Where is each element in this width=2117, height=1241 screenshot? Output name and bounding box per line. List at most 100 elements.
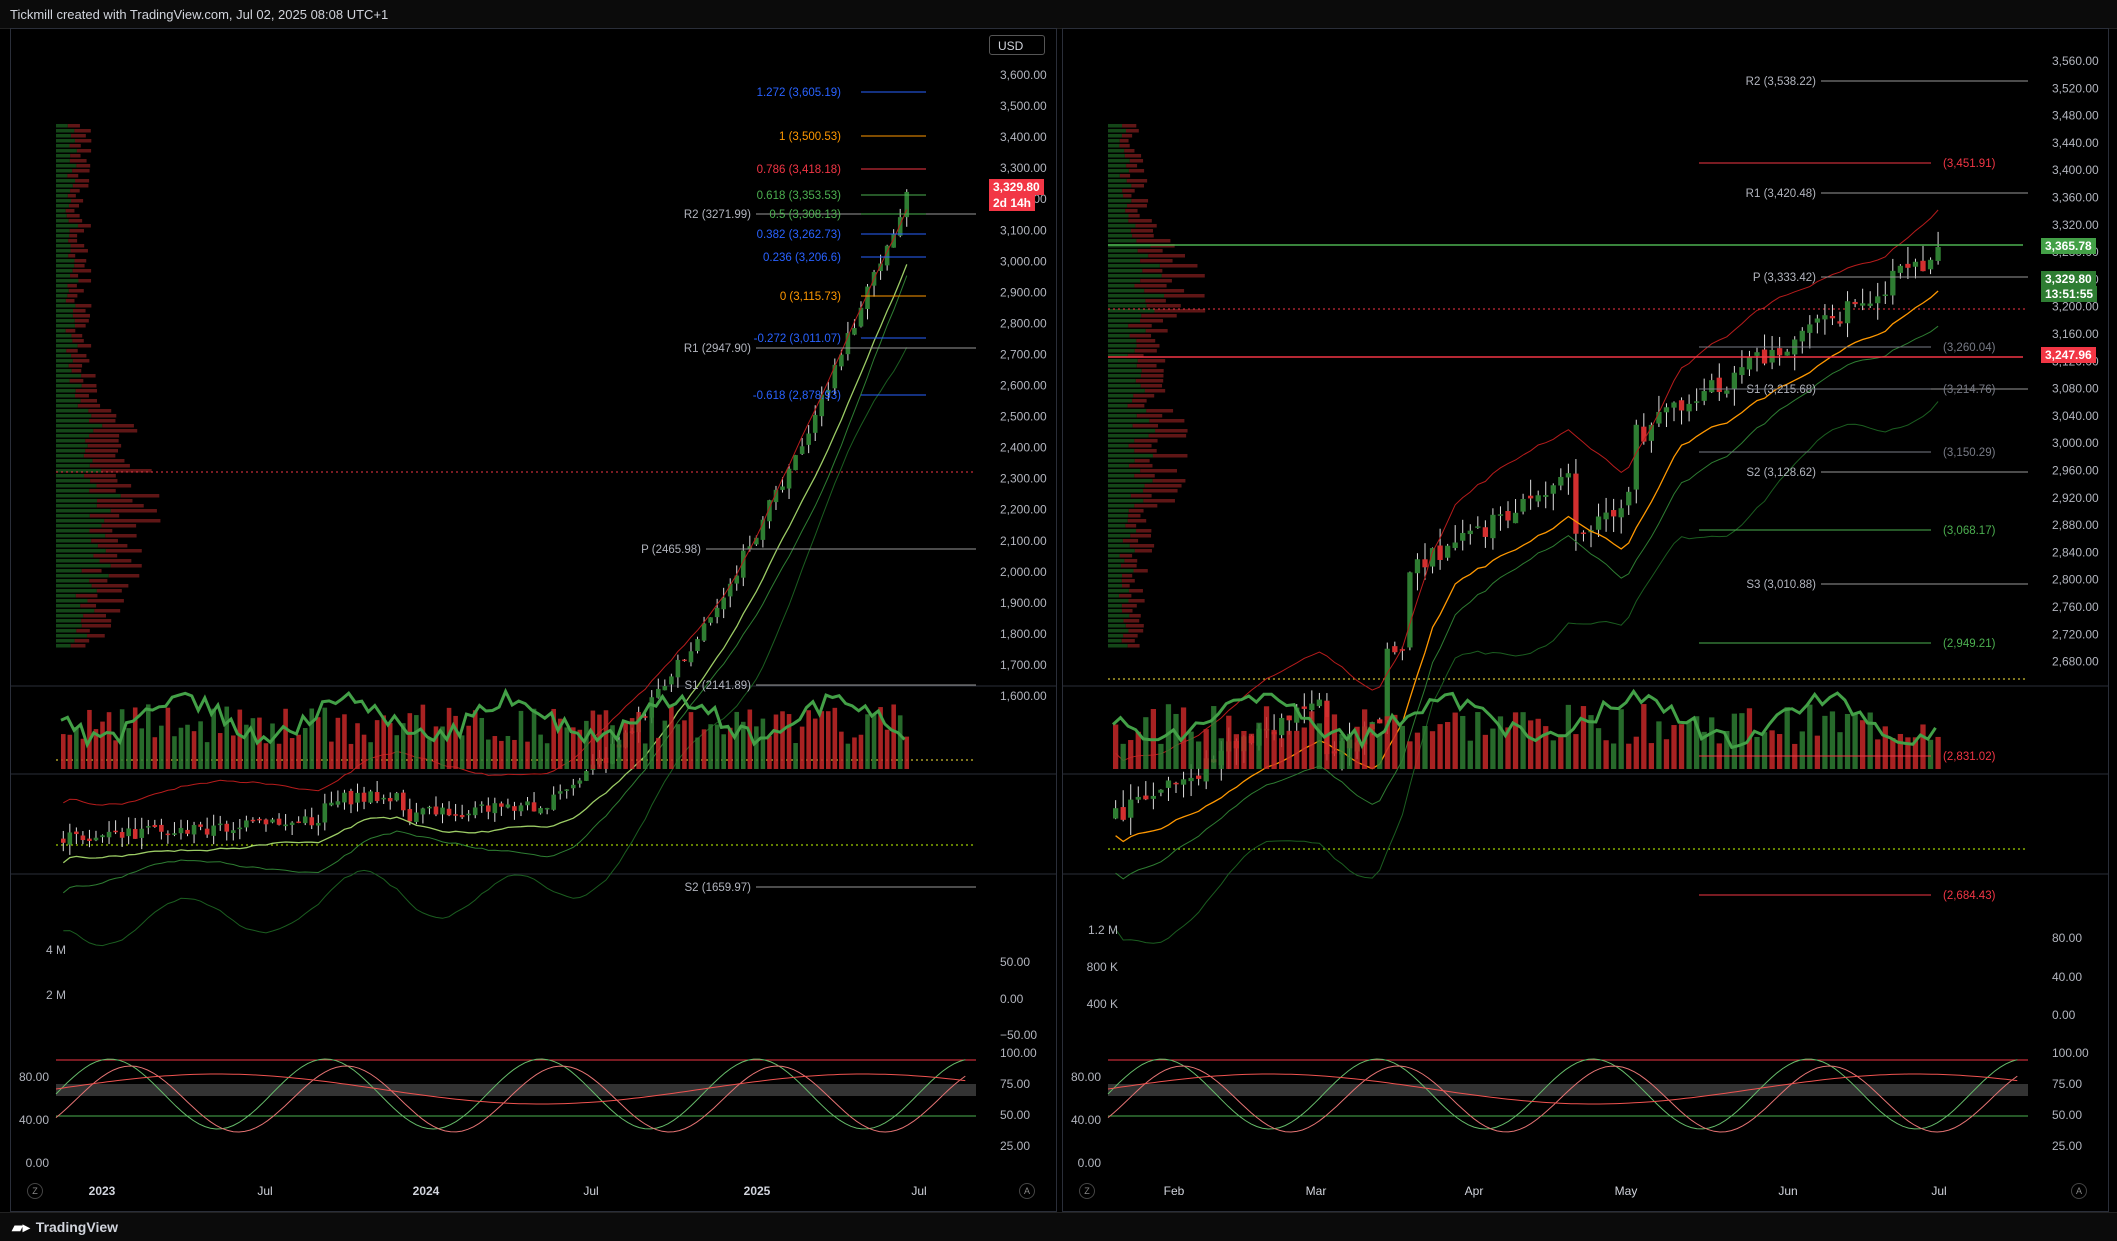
volume-profile-bar (74, 139, 92, 143)
volume-profile-bar (56, 444, 88, 448)
candle-body (178, 828, 184, 834)
auto-icon[interactable]: A (1019, 1183, 1035, 1199)
candle-body (420, 808, 426, 815)
volume-profile-bar (1108, 349, 1135, 353)
volume-profile-bar (69, 159, 87, 163)
volume-profile-bar (56, 219, 69, 223)
volume-profile-bar (1108, 609, 1123, 613)
candle-body (1429, 548, 1436, 567)
volume-profile-bar (70, 134, 86, 138)
candle-body (283, 824, 288, 827)
volume-profile-bar (56, 134, 71, 138)
volume-profile-bar (87, 599, 124, 603)
volume-profile-bar (1132, 399, 1147, 403)
candle-body (1422, 559, 1428, 568)
price-axis-label: 2,800.00 (2052, 573, 2099, 587)
volume-profile-bar (1128, 629, 1144, 633)
volume-profile-bar (1108, 329, 1146, 333)
volume-bar (361, 734, 367, 769)
candle-body (531, 802, 537, 812)
volume-profile-bar (91, 584, 129, 588)
candle-body (1595, 516, 1602, 530)
volume-profile-bar (56, 249, 71, 253)
auto-icon[interactable]: A (2071, 1183, 2087, 1199)
volume-profile-bar (1108, 409, 1147, 413)
candle-body (368, 791, 373, 803)
price-axis-label: 3,040.00 (2052, 409, 2099, 423)
volume-profile-bar (1108, 249, 1138, 253)
upper-band-line (1115, 209, 1939, 762)
volume-bar (440, 726, 445, 769)
volume-bar (1135, 731, 1141, 769)
volume-profile-bar (56, 344, 78, 348)
fib-label: 0 (3,115.73) (780, 291, 841, 303)
stoch-axis-label: 25.00 (2052, 1139, 2082, 1153)
candle-body (185, 829, 190, 834)
volume-bar (734, 711, 740, 769)
candle-body (1565, 473, 1572, 478)
candle-body (1739, 367, 1745, 376)
volume-profile-bar (1134, 284, 1167, 288)
chart-pane-weekly[interactable]: 3,600.003,500.003,400.003,300.003,200.00… (10, 28, 1057, 1212)
volume-bar (322, 707, 328, 769)
volume-bar (126, 728, 131, 769)
volume-bar (891, 704, 896, 769)
candle-body (741, 550, 746, 578)
volume-profile-bar (94, 609, 121, 613)
volume-bar (159, 725, 164, 769)
volume-profile-bar (1108, 319, 1141, 323)
stoch-k-line (1107, 1058, 2018, 1130)
daily-chart-canvas[interactable]: 3,560.00 3,520.00 3,480.00 3,440.00 3,400.00… (1063, 29, 2109, 1212)
volume-profile-bar (76, 629, 90, 633)
volume-profile-bar (1108, 399, 1133, 403)
volume-profile-bar (74, 259, 87, 263)
volume-profile-bar (68, 219, 83, 223)
weekly-chart-canvas[interactable]: 3,600.003,500.003,400.003,300.003,200.00… (11, 29, 1057, 1212)
currency-selector[interactable]: USD (989, 35, 1045, 55)
price-axis-label: 3,080.00 (2052, 382, 2099, 396)
volume-profile-bar (56, 474, 85, 478)
time-axis-label: Jun (1778, 1184, 1797, 1198)
volume-profile-bar (1108, 489, 1144, 493)
candle-body (904, 191, 910, 218)
volume-profile-bar (56, 504, 97, 508)
volume-bar (806, 710, 811, 769)
volume-profile-bar (1131, 199, 1149, 203)
volume-profile-bar (89, 579, 108, 583)
auto-scale-icon[interactable]: Z (1079, 1183, 1095, 1199)
volume-bar (1543, 726, 1549, 769)
volume-bar (1701, 731, 1707, 769)
volume-profile-bar (1108, 539, 1123, 543)
volume-profile-bar (56, 394, 76, 398)
candle-body (1543, 495, 1549, 497)
volume-bar (1912, 737, 1919, 769)
volume-profile-bar (56, 559, 100, 563)
volume-profile-bar (56, 519, 105, 523)
volume-profile-bar (1129, 334, 1152, 338)
candle-body (316, 822, 321, 826)
pivot-label: R1 (2947.90) (684, 343, 751, 355)
tradingview-logo[interactable]: ▰▸ TradingView (12, 1219, 119, 1235)
auto-scale-icon[interactable]: Z (27, 1183, 43, 1199)
volume-profile-bar (74, 264, 85, 268)
volume-profile-bar (1128, 219, 1152, 223)
volume-bar (1294, 730, 1300, 769)
price-axis-label: 2,300.00 (1000, 472, 1047, 486)
volume-profile-bar (1123, 634, 1138, 638)
volume-profile-bar (85, 439, 119, 443)
volume-bar (1173, 713, 1179, 769)
price-axis-label: 3,300.00 (1000, 161, 1047, 175)
volume-bar (1777, 734, 1783, 769)
candle-body (394, 793, 400, 801)
candle-body (1807, 324, 1813, 333)
fib-label: 1 (3,500.53) (779, 131, 841, 143)
candle-body (1535, 495, 1541, 502)
candle-body (512, 806, 517, 811)
volume-axis-label: 1.2 M (1088, 923, 1118, 937)
stoch-midband (1108, 1084, 2028, 1096)
stoch-d-line (55, 1065, 966, 1133)
candle-body (453, 814, 458, 816)
volume-bar (793, 743, 798, 769)
volume-profile-bar (56, 354, 72, 358)
chart-pane-daily[interactable]: 3,560.00 3,520.00 3,480.00 3,440.00 3,400.00… (1062, 28, 2109, 1212)
